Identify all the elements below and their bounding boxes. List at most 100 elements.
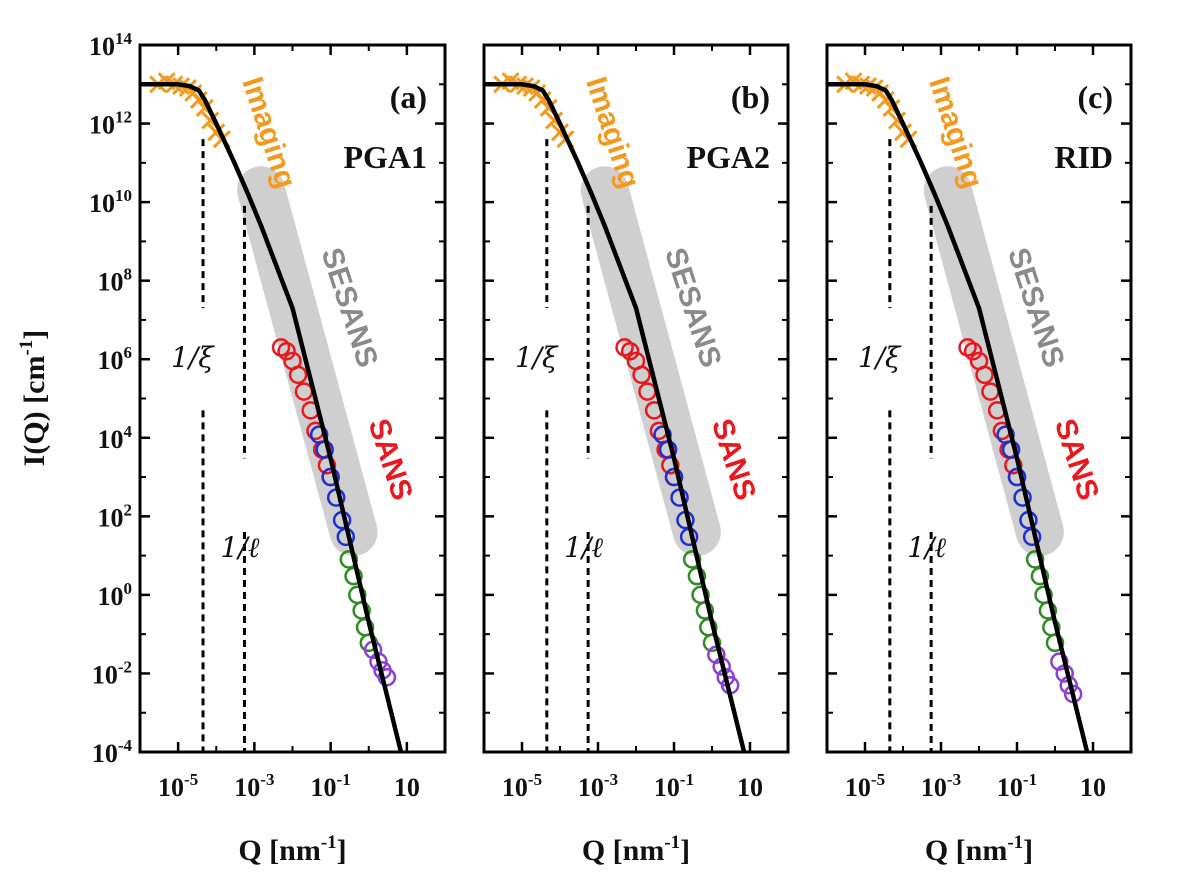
x-axis-title-end: ]	[337, 834, 347, 867]
marker-label-l: 1/ℓ	[564, 531, 603, 564]
y-tick-exponent: 12	[115, 108, 132, 127]
data-point-sans_red	[620, 341, 640, 361]
x-axis-title-sup: -1	[321, 832, 337, 853]
y-tick-base: 10	[89, 32, 115, 61]
fit-curve	[140, 82, 404, 753]
fit-curve	[484, 82, 747, 753]
chart-panel-pga2: 1/ξ1/ℓ10-5 10-3 10-1 10Q [nm-1](b)PGA2Imagi…	[482, 43, 790, 867]
x-axis-title-main: Q [nm	[238, 834, 321, 867]
y-tick-exponent: 8	[124, 265, 133, 284]
y-tick-base: 10	[98, 503, 124, 532]
panel-label: (a)	[390, 79, 427, 115]
data-point-blue	[664, 467, 684, 487]
y-axis-title-text: I(Q) [cm-1]	[16, 330, 51, 467]
x-tick-label: 10-5	[845, 770, 885, 802]
data-point-green	[1030, 566, 1050, 586]
y-tick-label: 1014	[89, 29, 133, 61]
y-tick-exponent: 4	[124, 422, 133, 441]
x-tick-label: 10-3	[578, 770, 618, 802]
x-tick-base: 10	[578, 773, 604, 802]
y-tick-base: 10	[89, 111, 115, 140]
fit-curve	[827, 82, 1090, 753]
y-tick-exponent: -4	[118, 736, 133, 755]
x-tick-exponent: -3	[604, 770, 618, 789]
x-tick-base: 10	[311, 773, 337, 802]
x-tick-label: 10-5	[502, 770, 542, 802]
data-point-green	[1025, 550, 1045, 569]
y-tick-label: 100	[98, 579, 133, 611]
data-point-imaging	[533, 90, 552, 109]
marker-label-l: 1/ℓ	[907, 531, 946, 564]
y-tick-base: 10	[98, 346, 124, 375]
y-tick-label: 102	[98, 500, 133, 532]
data-point-sans_red	[632, 365, 651, 385]
data-point-green	[352, 601, 371, 620]
data-point-purple	[1050, 652, 1069, 671]
data-point-sans_red	[277, 341, 296, 361]
x-tick-label: 10	[737, 773, 763, 802]
x-tick-label: 10-5	[158, 770, 198, 802]
y-tick-base: 10	[89, 189, 115, 218]
x-axis-title: Q [nm-1]	[238, 832, 346, 867]
x-tick-label: 10-1	[654, 770, 694, 802]
x-axis-title: Q [nm-1]	[582, 832, 690, 867]
x-tick-exponent: -3	[947, 770, 961, 789]
y-tick-label: 10-4	[92, 736, 133, 768]
data-point-sans_red	[288, 365, 308, 385]
y-axis-title-end: ]	[18, 330, 51, 340]
sample-label: PGA1	[343, 139, 427, 175]
x-tick-base: 10	[234, 773, 260, 802]
x-tick-base: 10	[997, 773, 1023, 802]
y-axis-title-main: I(Q) [cm	[18, 356, 51, 467]
y-tick-label: 104	[98, 422, 133, 454]
sample-label: RID	[1054, 139, 1113, 175]
y-tick-exponent: 2	[124, 500, 133, 519]
data-point-green	[339, 550, 359, 569]
data-point-blue	[321, 467, 340, 487]
y-tick-base: 10	[98, 582, 124, 611]
x-tick-base: 10	[158, 773, 184, 802]
x-axis-title-main: Q [nm	[582, 834, 665, 867]
x-tick-label: 10-1	[311, 770, 351, 802]
panel-label: (b)	[731, 79, 770, 115]
x-tick-exponent: -5	[184, 770, 198, 789]
data-point-green	[682, 550, 702, 569]
y-tick-base: 10	[98, 425, 124, 454]
x-tick-base: 10	[845, 773, 871, 802]
data-point-sans_red	[963, 341, 983, 361]
region-label-sans: SANS	[362, 415, 419, 504]
y-tick-base: 10	[92, 660, 118, 689]
x-axis-title-sup: -1	[664, 832, 680, 853]
x-tick-label: 10-3	[234, 770, 274, 802]
y-tick-base: 10	[92, 739, 118, 768]
y-tick-label: 10-2	[92, 657, 132, 689]
x-tick-label: 10-3	[921, 770, 961, 802]
y-tick-label: 1010	[89, 186, 132, 218]
x-tick-exponent: -5	[871, 770, 885, 789]
chart-panel-rid: 1/ξ1/ℓ10-5 10-3 10-1 10Q [nm-1](c)RIDImagin…	[825, 43, 1133, 867]
x-tick-base: 10	[654, 773, 680, 802]
region-label-sans: SANS	[1048, 415, 1105, 504]
x-axis-title-end: ]	[1023, 834, 1033, 867]
chart-panel-pga1: 1/ξ1/ℓ10-5 10-3 10-1 1010141012101010810610…	[89, 29, 447, 867]
data-point-green	[1038, 601, 1058, 620]
data-point-imaging	[876, 90, 895, 109]
y-tick-exponent: 14	[115, 29, 133, 48]
x-tick-exponent: -1	[337, 770, 351, 789]
marker-label-l: 1/ℓ	[220, 531, 259, 564]
x-tick-label: 10	[1080, 773, 1106, 802]
x-axis-title-end: ]	[680, 834, 690, 867]
data-point-green	[695, 601, 715, 620]
sample-label: PGA2	[686, 139, 770, 175]
x-tick-exponent: -1	[1023, 770, 1037, 789]
y-tick-exponent: 6	[124, 343, 133, 362]
x-tick-exponent: -1	[680, 770, 694, 789]
marker-label-xi: 1/ξ	[515, 341, 559, 374]
panel-label: (c)	[1077, 79, 1113, 115]
x-tick-base: 10	[394, 773, 420, 802]
x-axis-title-main: Q [nm	[925, 834, 1008, 867]
y-tick-exponent: 10	[115, 186, 132, 205]
y-axis-title: I(Q) [cm-1]	[16, 330, 51, 467]
data-point-green	[687, 566, 707, 586]
